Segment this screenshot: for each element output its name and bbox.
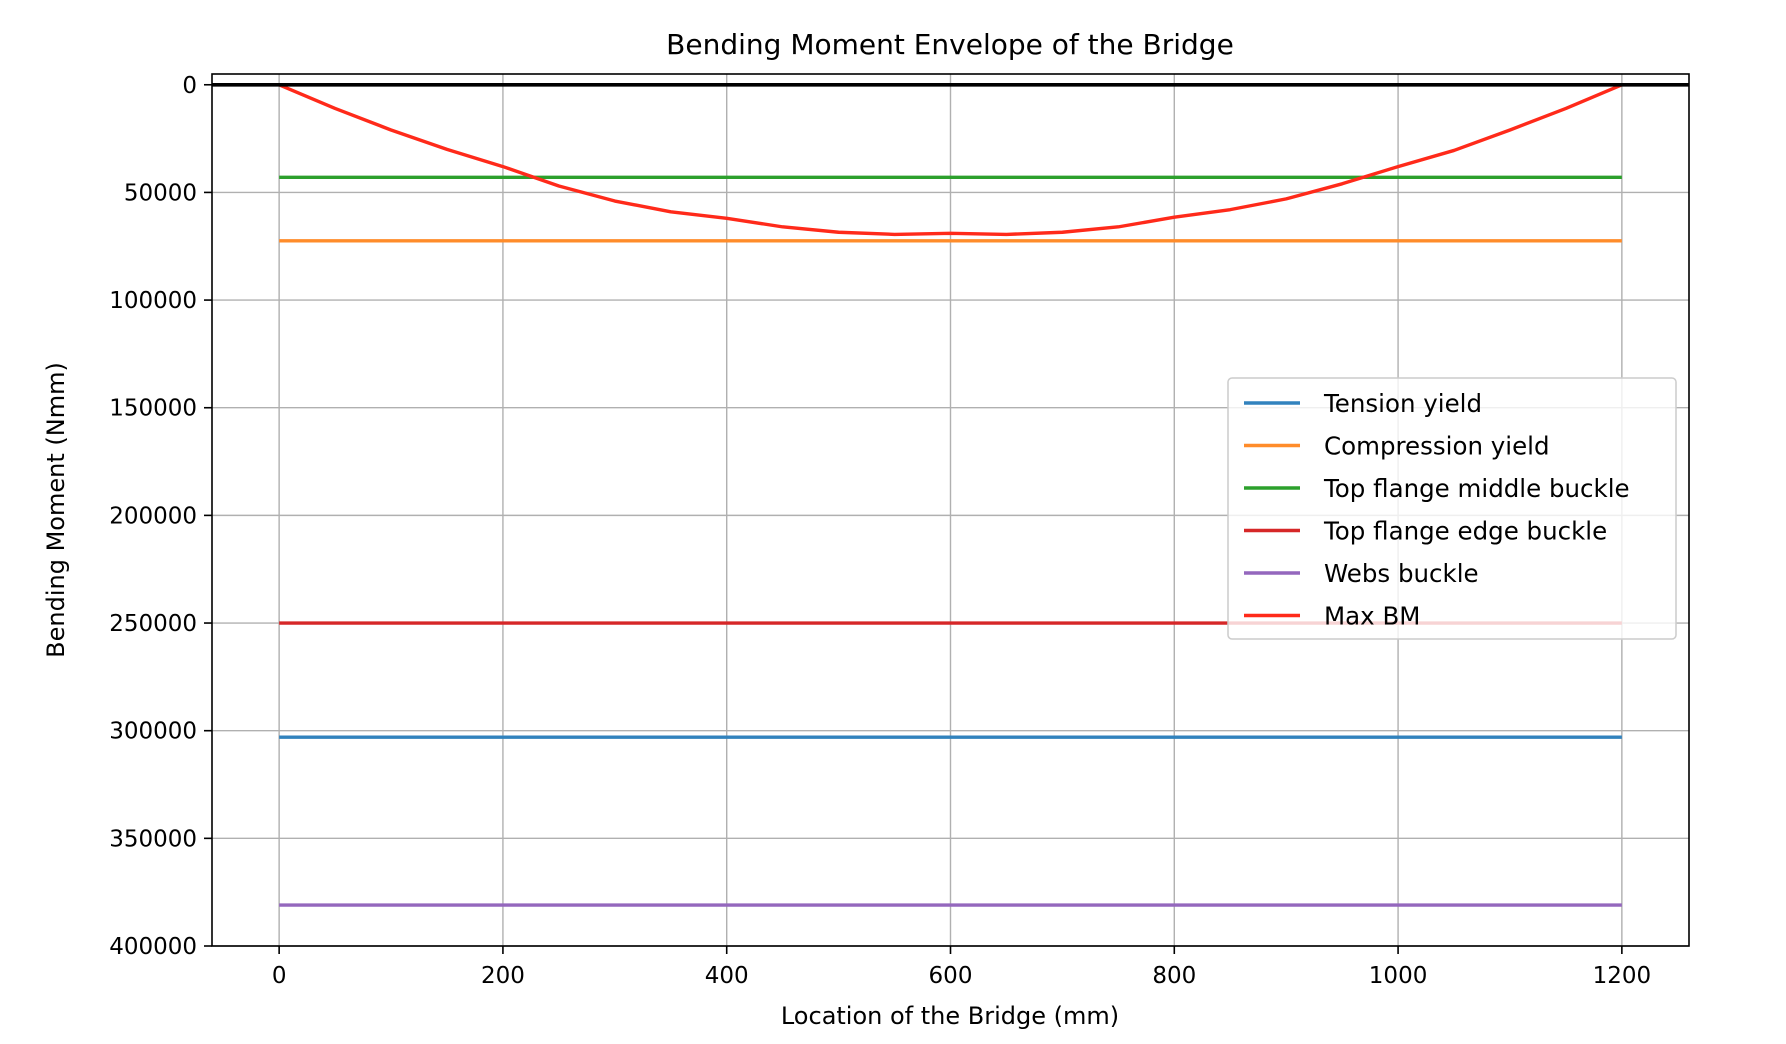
x-tick-label: 200 xyxy=(481,963,525,989)
legend-entry: Max BM xyxy=(1244,602,1420,631)
y-axis-label: Bending Moment (Nmm) xyxy=(42,362,70,658)
y-tick-label: 100000 xyxy=(109,288,197,314)
y-tick-label: 300000 xyxy=(109,719,197,745)
legend: Tension yield Compression yield Top flange… xyxy=(1227,377,1677,640)
legend-entry: Webs buckle xyxy=(1244,559,1479,588)
series-layer xyxy=(278,83,1623,907)
y-tick-label: 150000 xyxy=(109,396,197,422)
legend-entry: Top flange edge buckle xyxy=(1244,517,1607,546)
y-tick-label: 50000 xyxy=(124,180,197,206)
y-tick-label: 400000 xyxy=(109,934,197,960)
y-axis-ticks: 0 50000 100000 150000 200000 250000 300000 3500… xyxy=(109,73,212,960)
legend-entry: Tension yield xyxy=(1244,389,1482,418)
x-tick-label: 0 xyxy=(272,963,287,989)
chart-title: Bending Moment Envelope of the Bridge xyxy=(666,28,1234,61)
legend-label: Top flange edge buckle xyxy=(1323,517,1607,546)
series-line-6 xyxy=(278,83,1623,237)
x-tick-label: 1200 xyxy=(1593,963,1652,989)
legend-label: Compression yield xyxy=(1324,432,1550,461)
legend-label: Webs buckle xyxy=(1324,559,1479,588)
legend-entry: Compression yield xyxy=(1244,432,1550,461)
x-tick-label: 600 xyxy=(929,963,973,989)
y-tick-label: 200000 xyxy=(109,503,197,529)
legend-label: Tension yield xyxy=(1323,389,1482,418)
x-axis-label: Location of the Bridge (mm) xyxy=(781,1002,1119,1030)
x-axis-ticks: 0 200 400 600 800 1000 1200 xyxy=(272,946,1651,989)
y-tick-label: 250000 xyxy=(109,611,197,637)
x-tick-label: 400 xyxy=(705,963,749,989)
legend-entry: Top flange middle buckle xyxy=(1244,474,1630,503)
legend-label: Max BM xyxy=(1324,602,1420,631)
y-tick-label: 0 xyxy=(182,73,197,99)
legend-label: Top flange middle buckle xyxy=(1323,474,1630,503)
x-tick-label: 800 xyxy=(1152,963,1196,989)
x-tick-label: 1000 xyxy=(1369,963,1428,989)
legend-box xyxy=(1227,377,1677,640)
y-tick-label: 350000 xyxy=(109,826,197,852)
